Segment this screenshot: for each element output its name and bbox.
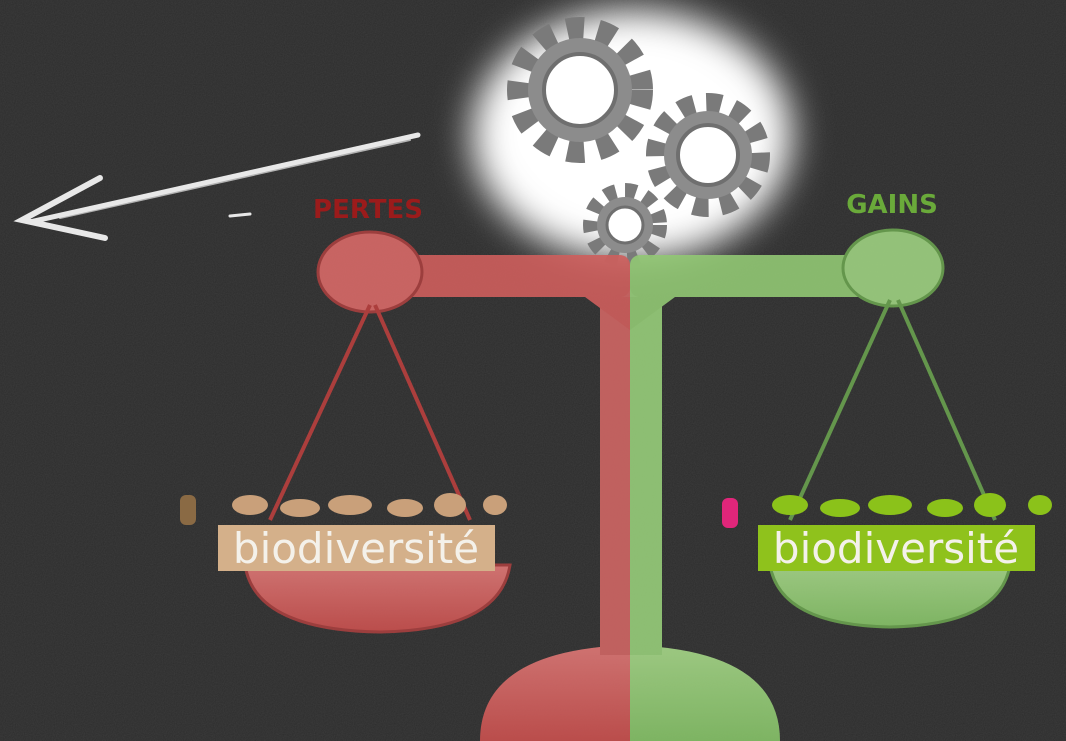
losses-heading: PERTES	[313, 195, 423, 225]
biodiversity-label-left: biodiversité	[233, 524, 479, 573]
page: PERTES GAINS biodiversité biodiversité (…	[0, 0, 1066, 741]
biodiversity-label-right: biodiversité	[773, 524, 1019, 573]
illustration: PERTES GAINS biodiversité biodiversité	[0, 0, 1066, 741]
gains-heading: GAINS	[846, 190, 938, 220]
